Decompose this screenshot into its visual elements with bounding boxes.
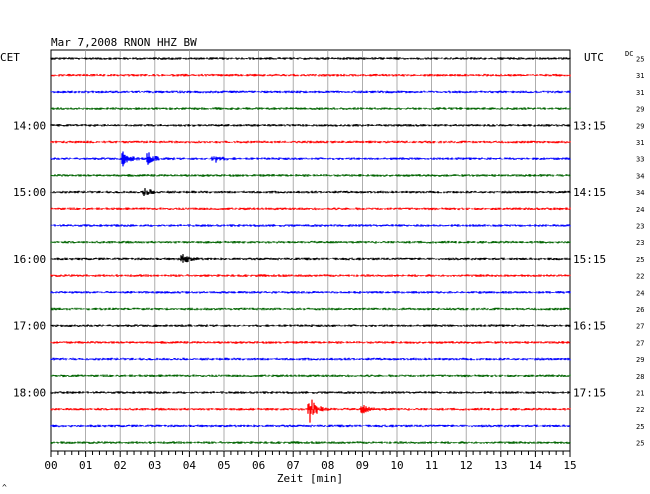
- x-tick-label: 01: [79, 459, 92, 472]
- x-tick-label: 03: [148, 459, 161, 472]
- trace-row-0: [50, 57, 571, 60]
- dc-offset-label: 22: [636, 406, 644, 414]
- right-time-label: 15:15: [573, 253, 606, 266]
- x-tick-label: 12: [460, 459, 473, 472]
- trace-row-5: [50, 140, 571, 144]
- x-tick-label: 02: [114, 459, 127, 472]
- dc-offset-label: 31: [636, 139, 644, 147]
- corner-mark: ^: [2, 483, 7, 492]
- x-tick-label: 09: [356, 459, 369, 472]
- trace-row-23: [50, 441, 571, 444]
- trace-row-22: [50, 424, 571, 428]
- right-time-label: 16:15: [573, 320, 606, 333]
- trace-row-11: [50, 240, 571, 244]
- x-tick-label: 08: [321, 459, 334, 472]
- right-time-label: 14:15: [573, 186, 606, 199]
- dc-offset-label: 27: [636, 323, 644, 331]
- trace-row-18: [50, 357, 571, 361]
- dc-offset-label: 33: [636, 156, 644, 164]
- dc-offset-label: 22: [636, 273, 644, 281]
- left-time-label: 17:00: [13, 320, 46, 333]
- right-time-label: 13:15: [573, 119, 606, 132]
- dc-label: DC: [625, 50, 633, 58]
- trace-row-12: [50, 254, 571, 263]
- trace-row-1: [50, 73, 571, 77]
- x-tick-label: 13: [494, 459, 507, 472]
- trace-row-10: [50, 224, 571, 227]
- x-tick-label: 00: [44, 459, 57, 472]
- left-time-label: 15:00: [13, 186, 46, 199]
- x-tick-label: 05: [217, 459, 230, 472]
- left-time-label: 18:00: [13, 387, 46, 400]
- x-tick-label: 11: [425, 459, 438, 472]
- trace-row-9: [50, 207, 571, 211]
- plot-frame: [50, 49, 571, 452]
- left-time-label: 16:00: [13, 253, 46, 266]
- trace-row-7: [50, 174, 571, 177]
- seismic-traces: [50, 57, 571, 444]
- dc-offset-label: 34: [636, 189, 644, 197]
- left-time-label: 14:00: [13, 119, 46, 132]
- trace-row-19: [50, 374, 571, 378]
- x-tick-label: 07: [287, 459, 300, 472]
- dc-offset-label: 23: [636, 223, 644, 231]
- dc-offset-label: 28: [636, 373, 644, 381]
- x-tick-label: 10: [390, 459, 403, 472]
- trace-row-15: [50, 307, 571, 311]
- x-tick-label: 06: [252, 459, 265, 472]
- dc-offset-label: 25: [636, 56, 644, 64]
- trace-row-6: [50, 151, 571, 167]
- x-tick-label: 15: [563, 459, 576, 472]
- dc-offset-label: 25: [636, 440, 644, 448]
- x-axis-label: Zeit [min]: [277, 472, 343, 485]
- trace-row-2: [50, 90, 571, 94]
- chart-title: Mar 7,2008 RNON HHZ BW: [51, 36, 197, 49]
- dc-offset-label: 25: [636, 256, 644, 264]
- trace-row-8: [50, 188, 571, 196]
- trace-row-17: [50, 341, 571, 344]
- dc-offset-label: 31: [636, 72, 644, 80]
- trace-row-14: [50, 291, 571, 294]
- right-time-label: 17:15: [573, 387, 606, 400]
- trace-row-3: [50, 107, 571, 110]
- dc-offset-label: 25: [636, 423, 644, 431]
- right-axis-label: UTC: [584, 51, 604, 64]
- dc-offset-label: 34: [636, 172, 644, 180]
- trace-row-13: [50, 274, 571, 277]
- dc-offset-label: 29: [636, 356, 644, 364]
- x-axis: 00 01 02 03 04 05 06 07 08 09 10 11 12 13 14 15: [44, 451, 577, 472]
- dc-offset-label: 27: [636, 339, 644, 347]
- dc-offset-label: 24: [636, 289, 644, 297]
- trace-row-4: [50, 124, 571, 127]
- dc-offset-label: 24: [636, 206, 644, 214]
- dc-offset-label: 29: [636, 122, 644, 130]
- time-labels: 14:00 15:00 16:00 17:00 18:00 13:15 14:15 15:15…: [13, 56, 644, 448]
- x-tick-label: 14: [529, 459, 543, 472]
- dc-offset-label: 31: [636, 89, 644, 97]
- trace-row-21: [50, 399, 571, 423]
- dc-offset-label: 26: [636, 306, 644, 314]
- left-axis-label: CET: [0, 51, 20, 64]
- trace-row-16: [50, 324, 571, 327]
- trace-row-20: [50, 391, 571, 394]
- x-tick-label: 04: [183, 459, 197, 472]
- dc-offset-label: 29: [636, 106, 644, 114]
- dc-offset-label: 23: [636, 239, 644, 247]
- dc-offset-label: 21: [636, 390, 644, 398]
- plot-grid: [50, 49, 571, 452]
